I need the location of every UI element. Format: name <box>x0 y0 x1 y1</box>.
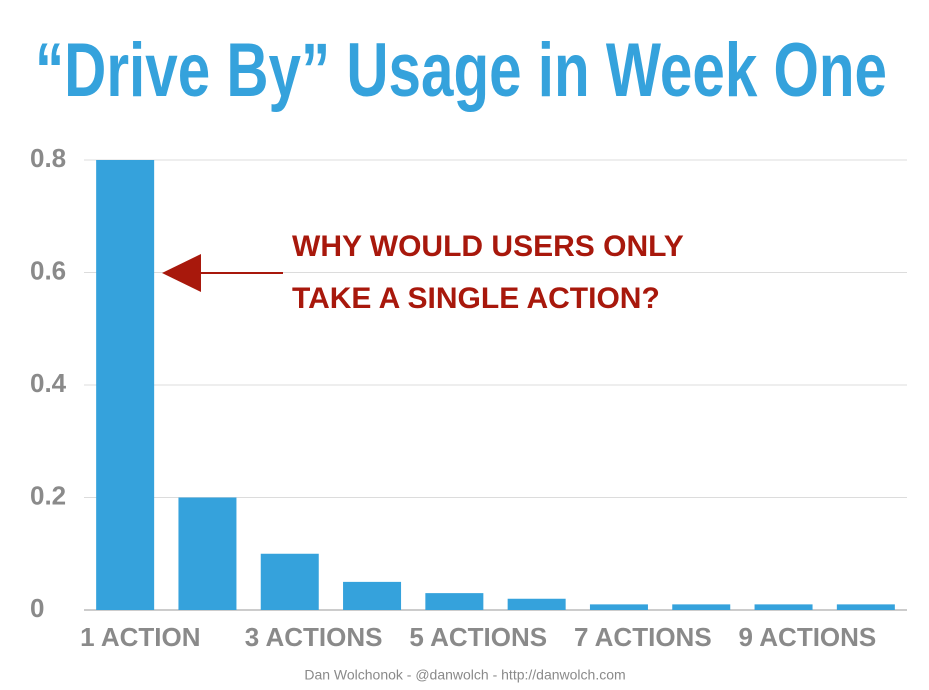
annotation-arrow-head <box>162 254 201 292</box>
bar <box>754 604 813 610</box>
y-tick-label: 0 <box>30 593 44 623</box>
x-tick-label: 1 ACTION <box>80 622 200 652</box>
chart-title: “Drive By” Usage in Week One <box>35 28 887 113</box>
footer: Dan Wolchonok - @danwolch - http://danwo… <box>304 667 625 683</box>
y-tick-label: 0.8 <box>30 143 66 173</box>
y-tick-label: 0.2 <box>30 480 66 510</box>
y-tick-label: 0.4 <box>30 368 67 398</box>
x-tick-label: 3 ACTIONS <box>245 622 383 652</box>
plot: 0 0.2 0.4 0.6 0.8 1 ACTION 3 ACTIONS 5 ACTIONS 7… <box>30 143 907 652</box>
x-tick-label: 7 ACTIONS <box>574 622 712 652</box>
x-tick-label: 9 ACTIONS <box>739 622 877 652</box>
bar <box>672 604 731 610</box>
bar <box>96 160 155 610</box>
bar <box>507 598 566 610</box>
annotation: WHY WOULD USERS ONLY <box>292 230 684 263</box>
annotation: TAKE A SINGLE ACTION? <box>292 282 660 315</box>
bar <box>836 604 895 610</box>
bar <box>343 581 402 610</box>
y-tick-label: 0.6 <box>30 255 66 285</box>
bar <box>260 553 319 610</box>
x-tick-label: 5 ACTIONS <box>409 622 547 652</box>
bar <box>425 593 484 610</box>
bar <box>589 604 648 610</box>
bar <box>178 497 237 610</box>
